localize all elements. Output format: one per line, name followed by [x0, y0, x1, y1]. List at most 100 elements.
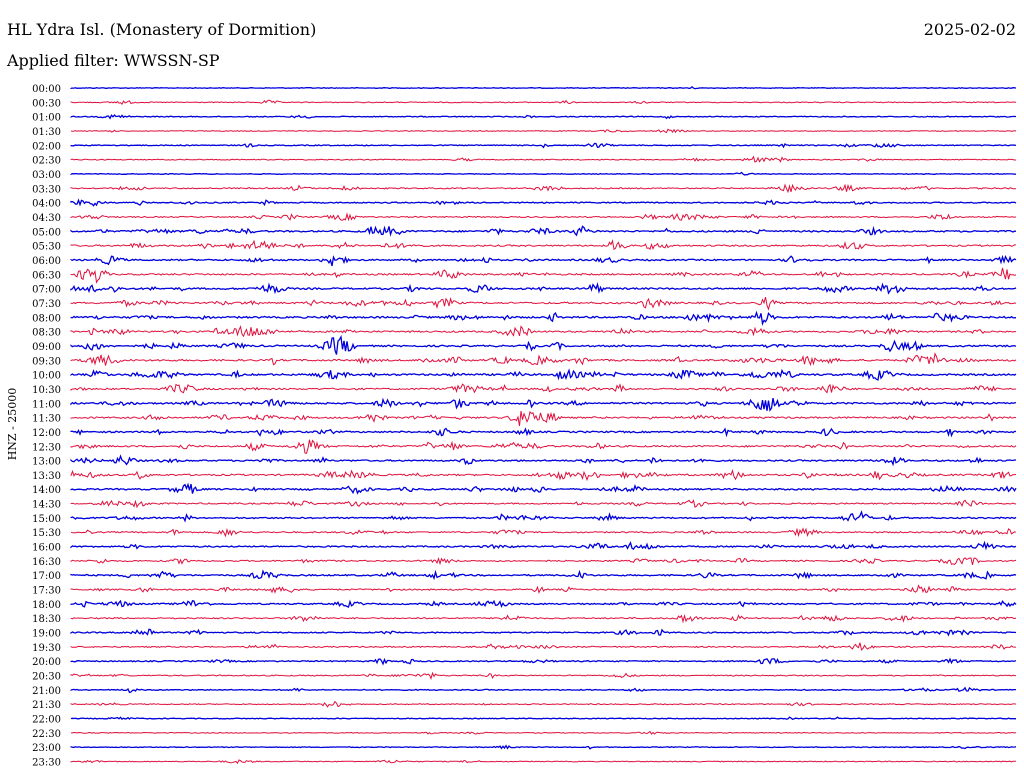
trace-row: [70, 114, 1017, 120]
row-label: 15:30: [32, 528, 61, 539]
row-label: 22:30: [32, 729, 61, 740]
trace-row: [70, 427, 1017, 438]
row-label: 20:30: [32, 672, 61, 683]
trace-row: [70, 482, 1017, 495]
seismogram-traces: [70, 85, 1017, 765]
row-label: 17:00: [32, 571, 61, 582]
row-label: 14:30: [32, 500, 61, 511]
trace-row: [70, 281, 1017, 295]
row-label: 21:30: [32, 700, 61, 711]
trace-row: [71, 730, 1017, 735]
trace-row: [70, 716, 1017, 721]
row-label: 10:30: [32, 385, 61, 396]
row-label: 09:30: [32, 356, 61, 367]
trace-row: [70, 198, 1017, 207]
row-label: 00:00: [32, 84, 61, 95]
row-label: 08:30: [32, 328, 61, 339]
trace-row: [70, 128, 1017, 134]
row-label: 02:00: [32, 141, 61, 152]
trace-row: [70, 155, 1016, 163]
row-label: 15:00: [32, 514, 61, 525]
row-label: 16:00: [32, 543, 61, 554]
row-label: 13:00: [32, 457, 61, 468]
row-label: 23:30: [32, 758, 61, 769]
trace-row: [70, 239, 1016, 251]
trace-row: [70, 584, 1016, 594]
row-label: 05:00: [32, 227, 61, 238]
trace-row: [70, 212, 1017, 222]
station-title: HL Ydra Isl. (Monastery of Dormition): [7, 20, 317, 39]
trace-row: [70, 510, 1017, 523]
row-label: 18:00: [32, 600, 61, 611]
y-axis-label: HNZ - 25000: [6, 388, 19, 461]
trace-row: [70, 352, 1017, 367]
row-label: 12:00: [32, 428, 61, 439]
row-label: 11:30: [32, 414, 61, 425]
trace-row: [70, 439, 1017, 454]
trace-row: [70, 759, 1017, 765]
row-label: 11:00: [32, 399, 61, 410]
filter-label: Applied filter: WWSSN-SP: [7, 51, 220, 70]
trace-row: [70, 254, 1017, 267]
trace-row: [70, 657, 1017, 666]
record-date: 2025-02-02: [923, 20, 1016, 39]
row-label: 06:30: [32, 270, 61, 281]
trace-row: [70, 613, 1017, 624]
row-label: 00:30: [32, 98, 61, 109]
trace-row: [70, 142, 1017, 149]
trace-row: [70, 569, 1017, 581]
time-labels: 00:00 00:30 01:00 01:30 02:00 02:30 03:00 03:30…: [32, 84, 61, 769]
trace-row: [70, 540, 1017, 551]
trace-row: [70, 334, 1017, 355]
trace-row: [70, 310, 1017, 327]
trace-row: [70, 397, 1017, 412]
row-label: 03:00: [32, 170, 61, 181]
trace-row: [70, 325, 1017, 338]
trace-row: [70, 368, 1017, 381]
row-label: 12:30: [32, 442, 61, 453]
row-label: 09:00: [32, 342, 61, 353]
row-label: 01:00: [32, 113, 61, 124]
trace-row: [70, 225, 1017, 237]
row-label: 13:30: [32, 471, 61, 482]
trace-row: [70, 296, 1017, 311]
trace-row: [70, 383, 1017, 394]
row-label: 16:30: [32, 557, 61, 568]
trace-row: [70, 454, 1016, 467]
row-label: 02:30: [32, 156, 61, 167]
row-label: 22:00: [32, 715, 61, 726]
trace-row: [70, 642, 1016, 651]
trace-row: [70, 85, 1017, 90]
row-label: 17:30: [32, 586, 61, 597]
row-label: 21:00: [32, 686, 61, 697]
row-label: 23:00: [32, 743, 61, 754]
row-label: 01:30: [32, 127, 61, 138]
trace-row: [70, 183, 1016, 194]
row-label: 19:00: [32, 629, 61, 640]
trace-row: [70, 599, 1017, 609]
row-label: 04:30: [32, 213, 61, 224]
row-label: 10:00: [32, 371, 61, 382]
row-label: 14:00: [32, 485, 61, 496]
trace-row: [70, 671, 1016, 680]
row-label: 07:30: [32, 299, 61, 310]
row-label: 04:00: [32, 199, 61, 210]
row-label: 19:30: [32, 643, 61, 654]
row-label: 03:30: [32, 184, 61, 195]
trace-row: [70, 744, 1017, 750]
trace-row: [70, 171, 1017, 176]
row-label: 08:00: [32, 313, 61, 324]
trace-row: [70, 556, 1017, 566]
trace-row: [70, 469, 1017, 482]
trace-row: [70, 499, 1017, 509]
row-label: 05:30: [32, 242, 61, 253]
row-label: 20:00: [32, 657, 61, 668]
row-label: 06:00: [32, 256, 61, 267]
trace-row: [70, 700, 1017, 708]
row-label: 07:00: [32, 285, 61, 296]
trace-row: [70, 628, 1017, 637]
trace-row: [70, 686, 1016, 694]
trace-row: [70, 527, 1017, 538]
row-label: 18:30: [32, 614, 61, 625]
